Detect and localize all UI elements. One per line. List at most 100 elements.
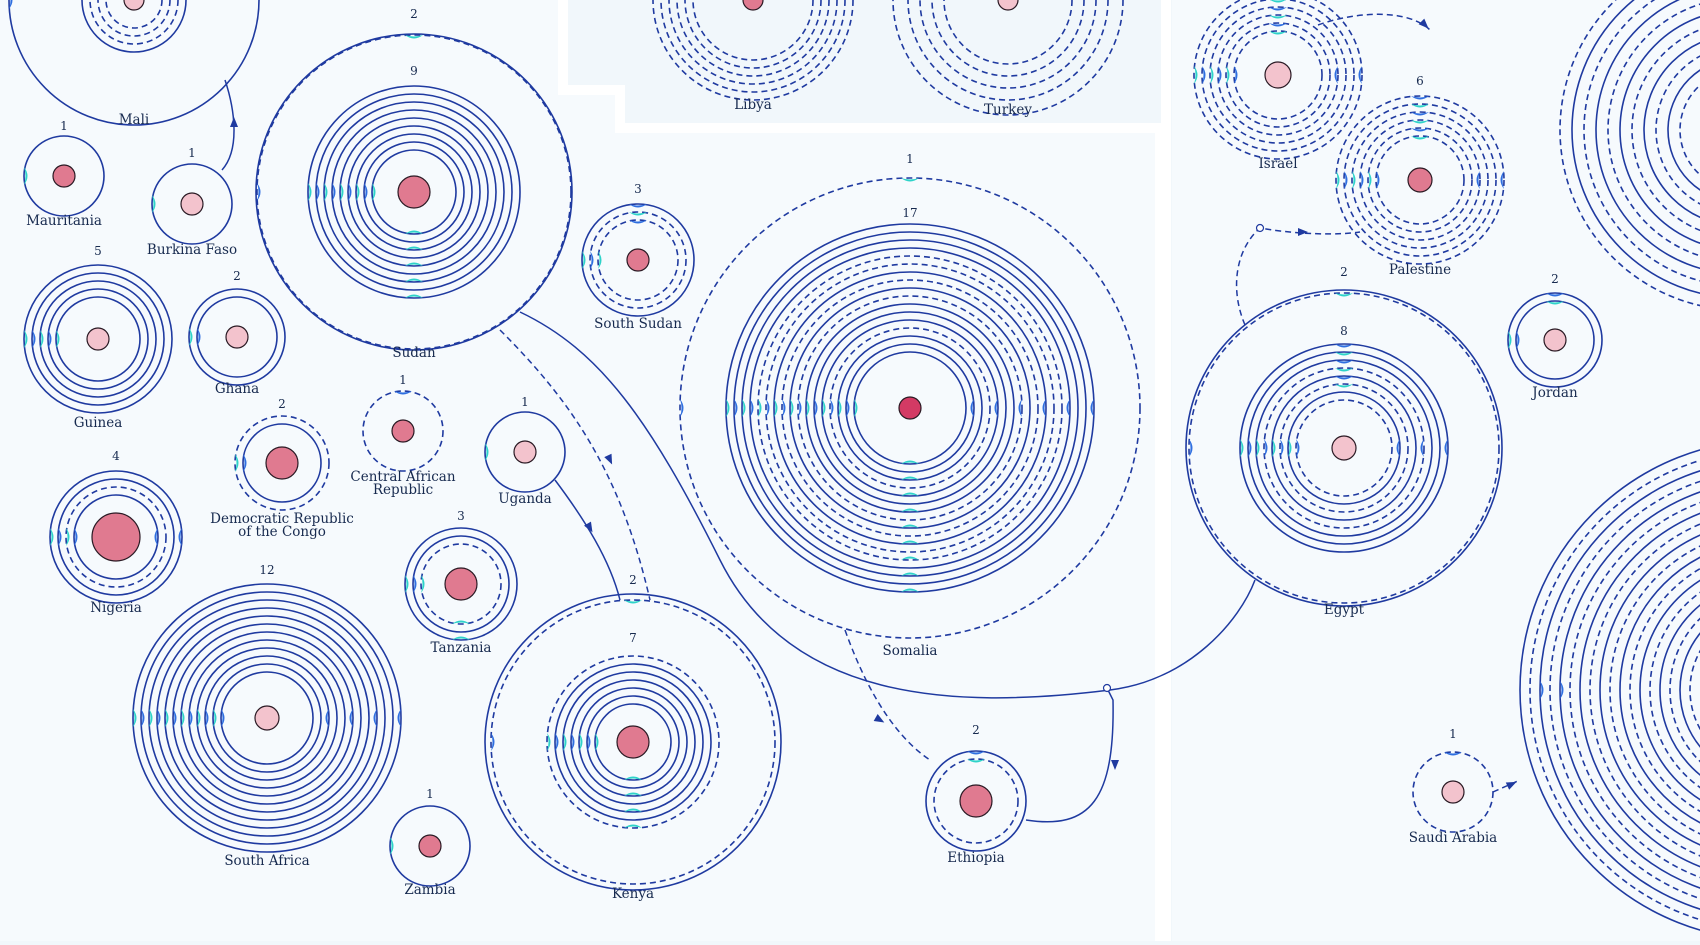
label-line: Saudi Arabia bbox=[1409, 830, 1498, 846]
country-node-drc bbox=[234, 415, 330, 511]
country-node-zambia bbox=[389, 805, 471, 887]
label-line: Israel bbox=[1258, 156, 1297, 172]
outer-ring bbox=[8, 0, 260, 126]
ring bbox=[81, 0, 187, 53]
ring bbox=[829, 327, 991, 489]
ring bbox=[307, 85, 521, 299]
population-core bbox=[959, 784, 993, 818]
notch-marker bbox=[178, 528, 182, 546]
ring bbox=[234, 415, 330, 511]
notch-marker bbox=[1336, 171, 1340, 189]
country-label-south-africa: South Africa bbox=[224, 853, 309, 869]
country-label-nigeria: Nigeria bbox=[90, 600, 142, 616]
country-label-drc: Democratic Republic of the Congo bbox=[210, 511, 354, 540]
country-node-tanzania bbox=[404, 527, 518, 641]
notch-marker bbox=[56, 330, 60, 348]
notch-marker bbox=[1560, 681, 1564, 699]
country-node-nigeria bbox=[49, 470, 183, 604]
ring bbox=[1287, 391, 1401, 505]
country-node-turkey bbox=[892, 0, 1124, 116]
country-label-zambia: Zambia bbox=[404, 882, 455, 898]
notch-marker bbox=[967, 751, 985, 755]
arrow-marker bbox=[604, 453, 613, 465]
notch-marker bbox=[1335, 368, 1353, 372]
notch-marker bbox=[624, 600, 642, 604]
population-core bbox=[397, 175, 431, 209]
population-core bbox=[742, 0, 764, 11]
count-label-palestine: 6 bbox=[1416, 74, 1424, 88]
count-label-mauritania: 1 bbox=[60, 119, 68, 133]
notch-marker bbox=[1280, 439, 1284, 457]
notch-marker bbox=[1018, 399, 1022, 417]
ring bbox=[805, 303, 1015, 513]
panel-gutter bbox=[558, 0, 1165, 941]
ring bbox=[1295, 399, 1393, 497]
notch-marker bbox=[1546, 293, 1564, 297]
notch-marker bbox=[413, 575, 417, 593]
country-label-somalia: Somalia bbox=[883, 643, 938, 659]
notch-marker bbox=[66, 528, 70, 546]
notch-marker bbox=[405, 230, 423, 234]
notch-marker bbox=[1296, 439, 1300, 457]
country-node-guinea bbox=[23, 264, 173, 414]
ring bbox=[1209, 6, 1347, 144]
label-line: Mauritania bbox=[26, 213, 102, 229]
count-label-saudi-arabia: 1 bbox=[1449, 727, 1457, 741]
population-core bbox=[254, 705, 280, 731]
notch-marker bbox=[405, 35, 423, 39]
population-core bbox=[123, 0, 145, 11]
notch-marker bbox=[197, 328, 201, 346]
notch-marker bbox=[24, 330, 28, 348]
country-label-mali: Mali bbox=[119, 112, 150, 128]
ring bbox=[837, 335, 983, 481]
country-label-palestine: Palestine bbox=[1389, 262, 1451, 278]
notch-marker bbox=[1218, 66, 1222, 84]
notch-marker bbox=[405, 278, 423, 282]
notch-marker bbox=[1226, 66, 1230, 84]
ring bbox=[47, 288, 149, 390]
notch-marker bbox=[750, 399, 754, 417]
ring bbox=[355, 133, 473, 251]
country-label-south-sudan: South Sudan bbox=[594, 316, 682, 332]
count-label-south-africa: 12 bbox=[259, 563, 274, 577]
country-label-ghana: Ghana bbox=[215, 381, 259, 397]
count-label-guinea: 5 bbox=[94, 244, 102, 258]
notch-marker bbox=[1256, 439, 1260, 457]
notch-marker bbox=[590, 251, 594, 269]
notch-marker bbox=[141, 709, 145, 727]
ring bbox=[23, 264, 173, 414]
country-node-libya bbox=[652, 0, 854, 101]
label-line: Somalia bbox=[883, 643, 938, 659]
notch-marker bbox=[485, 443, 489, 461]
ring bbox=[757, 255, 1063, 561]
notch-marker bbox=[1189, 439, 1193, 457]
ring bbox=[781, 279, 1039, 537]
notch-marker bbox=[1516, 331, 1520, 349]
partial-ring bbox=[1539, 470, 1700, 910]
population-core bbox=[180, 192, 204, 216]
notch-marker bbox=[205, 709, 209, 727]
notch-marker bbox=[50, 528, 54, 546]
ring bbox=[1375, 135, 1465, 225]
country-label-saudi-arabia: Saudi Arabia bbox=[1409, 830, 1498, 846]
notch-marker bbox=[324, 183, 328, 201]
country-label-car: Central African Republic bbox=[350, 469, 455, 498]
ring bbox=[65, 486, 167, 588]
link-burkina-mali bbox=[221, 79, 235, 171]
ring bbox=[188, 288, 286, 386]
count-label-tanzania: 3 bbox=[457, 509, 465, 523]
notch-marker bbox=[189, 709, 193, 727]
arrow-marker bbox=[230, 117, 238, 127]
ring bbox=[132, 583, 402, 853]
ring bbox=[578, 687, 688, 797]
arrow-head bbox=[1298, 228, 1308, 236]
ring bbox=[725, 223, 1095, 593]
label-line: Uganda bbox=[498, 491, 551, 507]
ring bbox=[1263, 367, 1425, 529]
notch-marker bbox=[149, 709, 153, 727]
notch-marker bbox=[1411, 104, 1429, 108]
label-line: Central African bbox=[350, 469, 455, 485]
notch-marker bbox=[774, 399, 778, 417]
partial-ring bbox=[1589, 523, 1700, 857]
